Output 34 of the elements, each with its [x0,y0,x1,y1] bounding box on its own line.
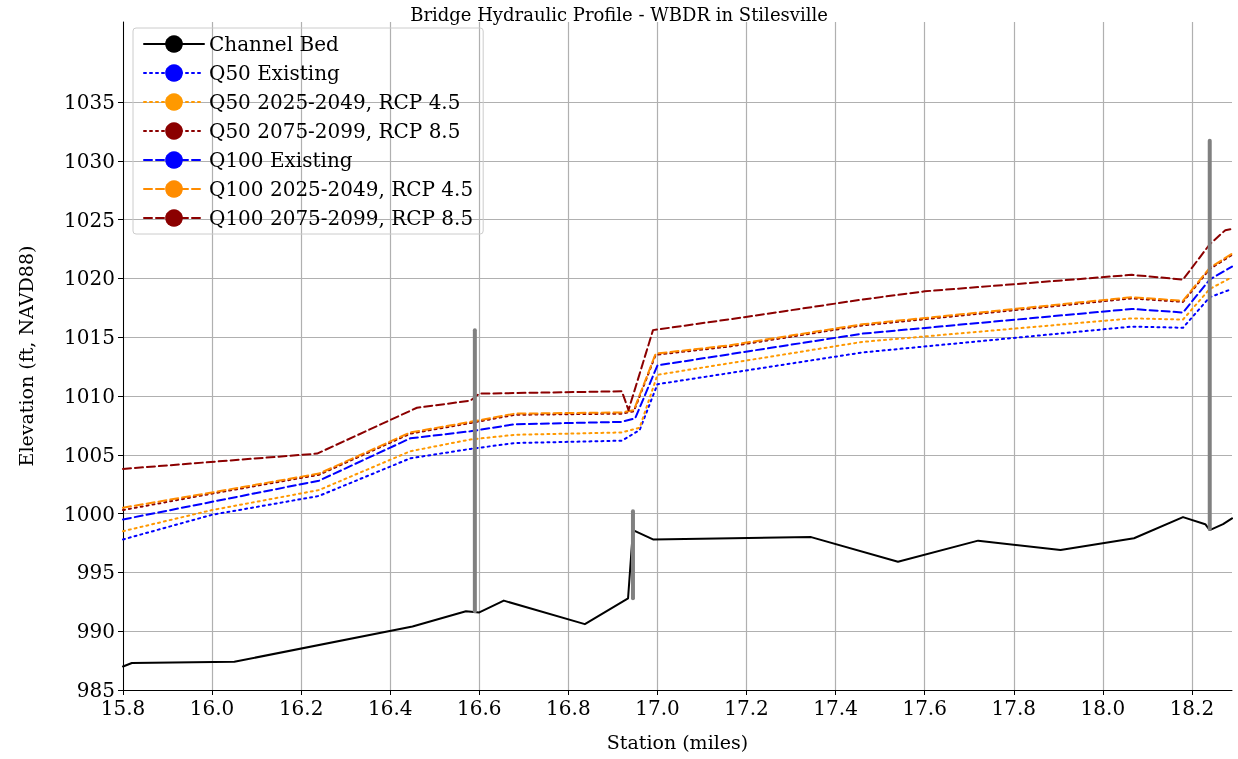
x-tick-label: 17.0 [635,696,680,720]
x-tick-label: 16.4 [367,696,413,720]
y-tick-label: 1010 [64,383,115,408]
x-tick-label: 16.8 [546,696,591,720]
y-tick-label: 1030 [64,148,115,173]
x-tick-label: 16.0 [189,696,235,720]
legend-label: Q100 Existing [209,148,353,172]
x-tick-label: 17.8 [991,696,1037,720]
y-tick-label: 1020 [64,266,115,291]
legend-label: Q50 2075-2099, RCP 8.5 [209,119,461,143]
x-tick-label: 18.0 [1080,696,1126,720]
y-tick-label: 1015 [64,325,115,350]
x-tick-label: 16.2 [278,696,324,720]
x-tick-label: 17.2 [724,696,769,720]
legend-label: Q100 2025-2049, RCP 4.5 [209,177,474,201]
y-tick-label: 995 [76,560,115,585]
x-axis-title: Station (miles) [606,730,749,753]
legend-label: Q100 2075-2099, RCP 8.5 [209,206,474,230]
chart-title: Bridge Hydraulic Profile - WBDR in Stilesville [410,3,828,25]
y-axis-title: Elevation (ft, NAVD88) [14,245,37,467]
y-tick-label: 1025 [64,207,115,232]
x-tick-label: 17.6 [902,696,947,720]
y-tick-label: 1035 [64,89,115,114]
x-tick-label: 17.4 [813,696,858,720]
legend-label: Q50 2025-2049, RCP 4.5 [209,90,461,114]
y-tick-label: 1000 [64,501,115,526]
legend-label: Q50 Existing [209,61,341,85]
y-tick-label: 1005 [64,442,115,467]
line-series [122,227,1233,470]
x-tick-label: 18.2 [1169,696,1215,720]
x-tick-label: 15.8 [100,696,146,720]
x-tick-label: 16.6 [457,696,502,720]
y-tick-label: 990 [76,619,115,644]
legend-label: Channel Bed [209,32,339,56]
